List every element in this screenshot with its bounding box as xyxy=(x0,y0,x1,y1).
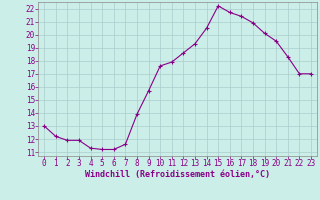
X-axis label: Windchill (Refroidissement éolien,°C): Windchill (Refroidissement éolien,°C) xyxy=(85,170,270,179)
